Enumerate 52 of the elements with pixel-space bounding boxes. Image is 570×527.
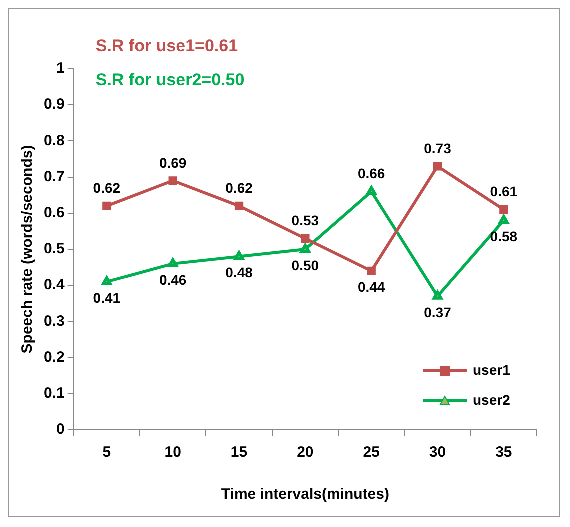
point: [432, 290, 443, 300]
data-label: 0.62: [226, 180, 254, 196]
data-label: 0.37: [424, 304, 452, 320]
data-label: 0.44: [358, 279, 386, 296]
point: [498, 215, 509, 224]
legend-label: user2: [473, 392, 511, 408]
data-label: 0.48: [226, 264, 254, 281]
x-tick-label: 5: [102, 444, 112, 462]
point: [366, 186, 377, 196]
data-label: 0.66: [358, 166, 386, 182]
data-label: 0.46: [159, 272, 187, 288]
point: [301, 234, 310, 243]
data-label: 0.58: [490, 228, 518, 244]
x-tick-label: 25: [363, 444, 380, 462]
y-tick-label: 0.5: [44, 240, 65, 258]
point: [102, 202, 112, 211]
point: [300, 244, 310, 253]
data-label: 0.73: [424, 140, 452, 156]
data-label: 0.61: [490, 184, 518, 200]
y-tick-label: 0.6: [44, 204, 65, 222]
y-tick-label: 0.1: [44, 385, 65, 402]
data-label: 0.53: [292, 212, 320, 229]
y-tick-label: 0.4: [44, 276, 66, 294]
x-tick-label: 20: [297, 444, 314, 462]
y-tick-label: 0.8: [44, 132, 65, 150]
point: [433, 162, 442, 171]
x-tick-label: 30: [429, 444, 446, 462]
x-tick-label: 10: [164, 444, 182, 462]
data-label: 0.50: [292, 257, 320, 274]
y-tick-label: 1: [56, 60, 65, 78]
data-label: 0.69: [159, 154, 187, 171]
point: [168, 176, 178, 186]
data-label: 0.62: [93, 180, 121, 196]
point: [500, 205, 508, 214]
point: [168, 258, 178, 268]
point: [234, 202, 244, 211]
x-tick-label: 15: [230, 444, 248, 462]
annotation: S.R for user2=0.50: [96, 70, 245, 90]
data-label: 0.41: [93, 290, 121, 306]
x-axis-title: Time intervals(minutes): [221, 486, 390, 504]
point: [102, 276, 112, 286]
y-tick-label: 0.3: [44, 312, 65, 330]
y-axis-title: Speech rate (words/seconds): [19, 145, 36, 354]
text: S.R for use1=0.61: [96, 36, 238, 56]
point: [367, 266, 376, 276]
legend-label: user1: [473, 362, 511, 378]
point: [234, 251, 244, 260]
y-tick-label: 0.7: [44, 168, 65, 186]
y-tick-label: 0.2: [44, 348, 65, 366]
y-tick-label: 0: [56, 421, 65, 438]
y-tick-label: 0.9: [44, 96, 65, 114]
x-tick-label: 35: [496, 444, 512, 462]
